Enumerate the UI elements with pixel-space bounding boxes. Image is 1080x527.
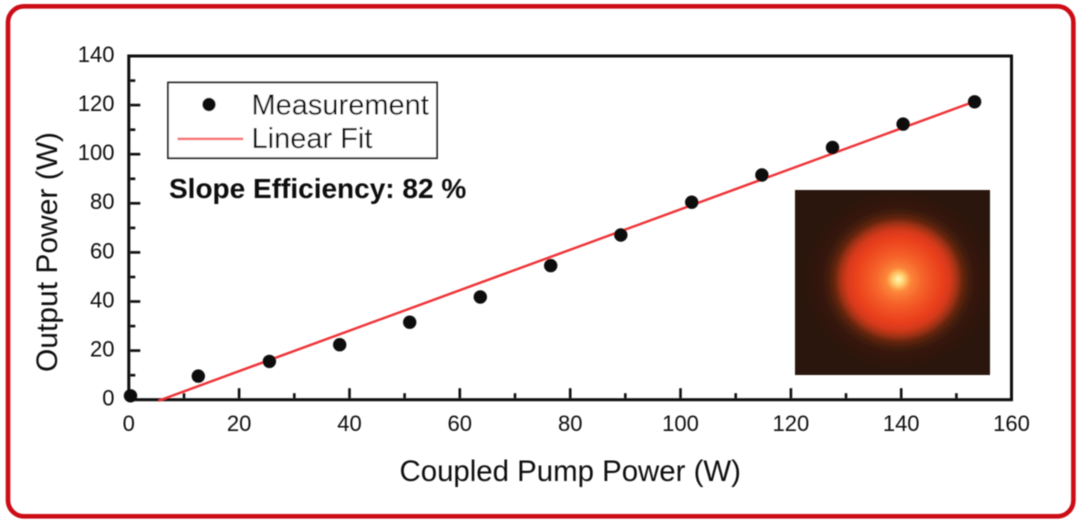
svg-text:60: 60 (90, 238, 114, 263)
svg-text:Linear Fit: Linear Fit (252, 123, 373, 155)
svg-text:40: 40 (90, 287, 114, 312)
svg-text:120: 120 (78, 91, 115, 116)
svg-text:20: 20 (227, 411, 251, 436)
svg-text:40: 40 (337, 411, 361, 436)
svg-text:0: 0 (102, 386, 114, 411)
svg-text:140: 140 (883, 411, 920, 436)
svg-text:160: 160 (993, 411, 1030, 436)
svg-text:Output Power (W): Output Power (W) (31, 132, 64, 372)
svg-text:60: 60 (448, 411, 472, 436)
svg-text:120: 120 (773, 411, 810, 436)
svg-text:20: 20 (90, 337, 114, 362)
svg-text:Measurement: Measurement (252, 90, 429, 122)
svg-text:0: 0 (123, 411, 135, 436)
svg-text:Slope Efficiency: 82 %: Slope Efficiency: 82 % (169, 173, 466, 204)
svg-text:100: 100 (78, 140, 115, 165)
svg-text:80: 80 (90, 189, 114, 214)
svg-text:140: 140 (78, 42, 115, 67)
svg-text:Coupled Pump Power (W): Coupled Pump Power (W) (400, 455, 741, 488)
svg-text:100: 100 (662, 411, 699, 436)
svg-text:80: 80 (558, 411, 582, 436)
